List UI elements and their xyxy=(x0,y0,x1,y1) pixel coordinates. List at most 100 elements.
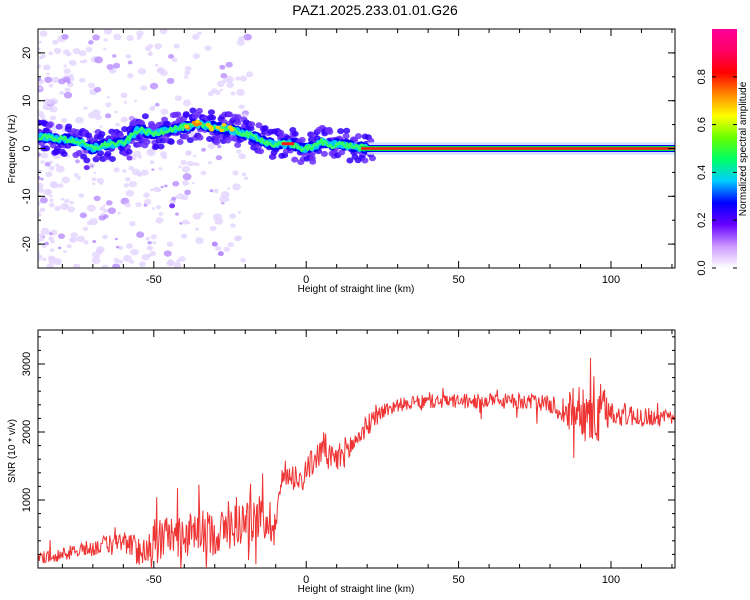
spectrogram-noise-speck xyxy=(143,198,152,205)
spectrogram-noise-speck xyxy=(151,207,156,210)
spectrogram-noise-speck xyxy=(63,250,67,254)
spectrogram-halo xyxy=(320,150,328,157)
spectrogram-noise-speck xyxy=(40,177,44,181)
colorbar-ticks: 0.0 0.2 0.4 0.6 0.8 xyxy=(696,69,737,276)
spectrogram-y-tick-label: -20 xyxy=(21,236,33,252)
spectrogram-noise-speck xyxy=(120,92,128,99)
colorbar: 0.0 0.2 0.4 0.6 0.8 Normalized spectral ampl… xyxy=(696,29,749,276)
spectrogram-noise-speck xyxy=(216,80,225,88)
spectrogram-noise-speck xyxy=(40,160,46,164)
spectrogram-noise-speck xyxy=(219,64,226,70)
spectrogram-noise-speck xyxy=(125,54,131,59)
spectrogram-noise-speck xyxy=(236,39,246,46)
spectrogram-noise-speck xyxy=(213,188,219,194)
spectrogram-noise-speck xyxy=(113,62,121,69)
spectrogram-noise-speck xyxy=(234,235,242,242)
spectrogram-noise-speck xyxy=(161,154,168,160)
spectrogram-noise-speck xyxy=(93,171,97,175)
spectrogram-noise-speck xyxy=(64,198,70,204)
spectrogram-noise-speck xyxy=(138,261,146,267)
spectrogram-noise-speck xyxy=(63,91,73,99)
spectrogram-noise-speck xyxy=(46,72,50,76)
spectrogram-noise-speck xyxy=(106,63,114,70)
spectrogram-noise-speck xyxy=(158,167,163,171)
spectrogram-noise-speck xyxy=(75,116,84,124)
spectrogram-noise-speck xyxy=(49,248,55,252)
spectrogram-noise-speck xyxy=(91,177,97,182)
spectrogram-noise-speck xyxy=(67,206,75,213)
spectrogram-noise-speck xyxy=(184,65,192,72)
spectrogram-noise-speck xyxy=(102,234,108,240)
spectrogram-noise-speck xyxy=(123,100,128,104)
spectrogram-noise-speck xyxy=(93,195,101,202)
spectrogram-noise-speck xyxy=(180,159,187,166)
spectrogram-noise-speck xyxy=(219,88,224,92)
spectrogram-noise-speck xyxy=(124,202,132,208)
spectrogram-noise-speck xyxy=(236,88,245,96)
spectrogram-noise-speck xyxy=(153,186,160,192)
spectrogram-halo xyxy=(337,128,345,135)
spectrogram-noise-speck xyxy=(76,235,85,243)
spectrogram-noise-speck xyxy=(38,47,41,51)
spectrogram-y-tick-label: -10 xyxy=(21,188,33,204)
spectrogram-halo xyxy=(206,135,214,142)
spectrogram-noise-speck xyxy=(50,239,55,244)
spectrogram-noise-speck xyxy=(159,69,168,77)
spectrogram-halo xyxy=(225,111,233,118)
spectrogram-halo xyxy=(176,139,184,146)
spectrogram-noise-speck xyxy=(243,176,249,181)
spectrogram-noise-speck xyxy=(238,104,245,110)
spectrogram-noise-speck xyxy=(113,33,122,41)
spectrogram-noise-speck xyxy=(243,33,252,41)
spectrogram-noise-speck xyxy=(103,29,113,35)
spectrogram-noise-speck xyxy=(39,30,48,37)
spectrogram-noise-speck xyxy=(135,30,144,37)
spectrogram-noise-speck xyxy=(49,198,54,203)
spectrogram-noise-speck xyxy=(130,248,139,256)
spectrogram-noise-speck xyxy=(214,217,224,225)
spectrogram-noise-speck xyxy=(66,244,72,249)
spectrogram-noise-speck xyxy=(236,149,242,154)
spectrogram-noise-speck xyxy=(94,86,102,93)
spectrogram-noise-speck xyxy=(140,169,149,176)
spectrogram-noise-speck xyxy=(226,81,235,89)
spectrogram-noise-speck xyxy=(49,160,54,164)
spectrogram-noise-speck xyxy=(63,64,67,68)
spectrogram-halo xyxy=(83,157,91,164)
spectrogram-noise-speck xyxy=(193,154,197,158)
spectrogram-noise-speck xyxy=(146,245,154,251)
spectrogram-noise-speck xyxy=(102,214,109,219)
snr-plot: -50 0 50 100 1000 2000 3000 Height of straight… xyxy=(7,329,676,595)
spectrogram-noise-speck xyxy=(112,54,117,58)
spectrogram-noise-speck xyxy=(158,212,164,216)
spectrogram-noise-speck xyxy=(207,142,216,150)
spectrogram-noise-speck xyxy=(39,207,46,213)
spectrogram-halo xyxy=(152,143,160,150)
snr-ticks: -50 0 50 100 1000 2000 3000 xyxy=(21,330,675,586)
spectrogram-noise-speck xyxy=(149,82,159,90)
spectrogram-noise-speck xyxy=(168,53,175,59)
spectrogram-noise-speck xyxy=(73,173,80,178)
spectrogram-halo xyxy=(143,139,151,146)
spectrogram-ridge xyxy=(38,119,675,155)
spectrogram-noise-speck xyxy=(173,43,180,49)
spectrogram-noise-speck xyxy=(135,202,142,208)
spectrogram-halo xyxy=(277,129,285,136)
spectrogram-noise-speck xyxy=(176,193,185,200)
snr-y-tick-label: 1000 xyxy=(21,488,33,512)
spectrogram-noise-speck xyxy=(136,231,145,238)
spectrogram-halo xyxy=(291,130,299,137)
spectrogram-halo xyxy=(354,133,362,140)
snr-series-line xyxy=(38,357,675,568)
spectrogram-noise-speck xyxy=(184,70,191,75)
spectrogram-noise-speck xyxy=(164,184,168,188)
spectrogram-noise-speck xyxy=(51,182,59,189)
spectrogram-noise-speck xyxy=(45,106,49,110)
spectrogram-noise-speck xyxy=(182,219,189,225)
spectrogram-noise-speck xyxy=(101,264,109,268)
spectrogram-noise-speck xyxy=(48,51,54,56)
spectrogram-noise-speck xyxy=(69,59,77,66)
spectrogram-noise-speck xyxy=(191,181,195,185)
spectrogram-noise-speck xyxy=(48,165,55,171)
